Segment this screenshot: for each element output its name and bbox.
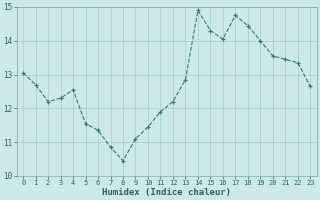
X-axis label: Humidex (Indice chaleur): Humidex (Indice chaleur) [102, 188, 231, 197]
